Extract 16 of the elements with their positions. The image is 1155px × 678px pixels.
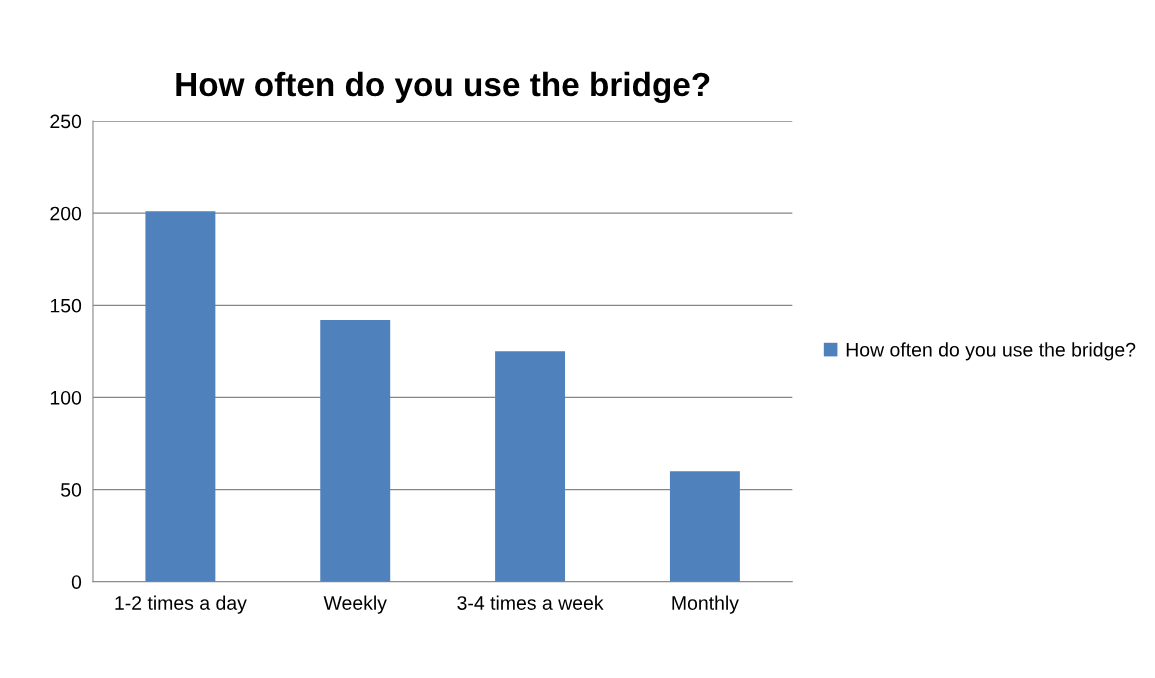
y-tick-label: 50 <box>61 483 82 497</box>
y-tick-label: 250 <box>50 114 82 129</box>
x-tick-label: Monthly <box>672 595 739 614</box>
legend-label: How often do you use the bridge? <box>846 342 1136 361</box>
y-tick-label: 200 <box>50 206 82 221</box>
y-tick-label: 0 <box>71 575 82 589</box>
bar <box>145 211 216 582</box>
y-tick-label: 100 <box>50 390 82 405</box>
bar <box>669 471 740 582</box>
bar <box>320 320 391 582</box>
x-tick-label: 1-2 times a day <box>115 595 247 614</box>
x-tick-label: Weekly <box>323 595 387 614</box>
x-tick-label: 3-4 times a week <box>457 595 604 610</box>
chart-title: How often do you use the bridge? <box>176 71 710 104</box>
y-tick-label: 150 <box>50 298 82 313</box>
bar <box>495 351 566 582</box>
